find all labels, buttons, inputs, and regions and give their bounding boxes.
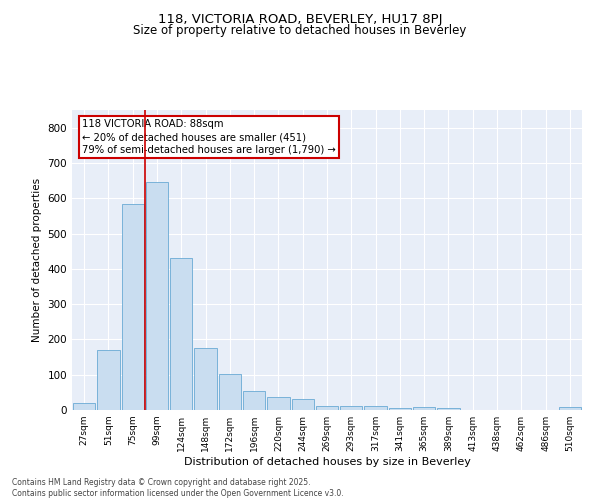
Bar xyxy=(218,374,241,410)
Bar xyxy=(364,406,387,410)
Bar xyxy=(437,408,460,410)
Bar xyxy=(340,406,362,410)
Bar xyxy=(559,407,581,410)
Bar xyxy=(122,204,144,410)
Bar xyxy=(194,348,217,410)
Text: 118 VICTORIA ROAD: 88sqm
← 20% of detached houses are smaller (451)
79% of semi-: 118 VICTORIA ROAD: 88sqm ← 20% of detach… xyxy=(82,119,336,156)
Bar xyxy=(267,397,290,410)
Bar xyxy=(170,258,193,410)
Text: Size of property relative to detached houses in Beverley: Size of property relative to detached ho… xyxy=(133,24,467,37)
Bar xyxy=(389,408,411,410)
Bar xyxy=(413,407,436,410)
Bar xyxy=(73,403,95,410)
X-axis label: Distribution of detached houses by size in Beverley: Distribution of detached houses by size … xyxy=(184,457,470,467)
Bar xyxy=(97,350,119,410)
Text: 118, VICTORIA ROAD, BEVERLEY, HU17 8PJ: 118, VICTORIA ROAD, BEVERLEY, HU17 8PJ xyxy=(158,12,442,26)
Bar xyxy=(146,182,168,410)
Bar xyxy=(243,390,265,410)
Y-axis label: Number of detached properties: Number of detached properties xyxy=(32,178,42,342)
Bar xyxy=(292,400,314,410)
Bar xyxy=(316,406,338,410)
Text: Contains HM Land Registry data © Crown copyright and database right 2025.
Contai: Contains HM Land Registry data © Crown c… xyxy=(12,478,344,498)
